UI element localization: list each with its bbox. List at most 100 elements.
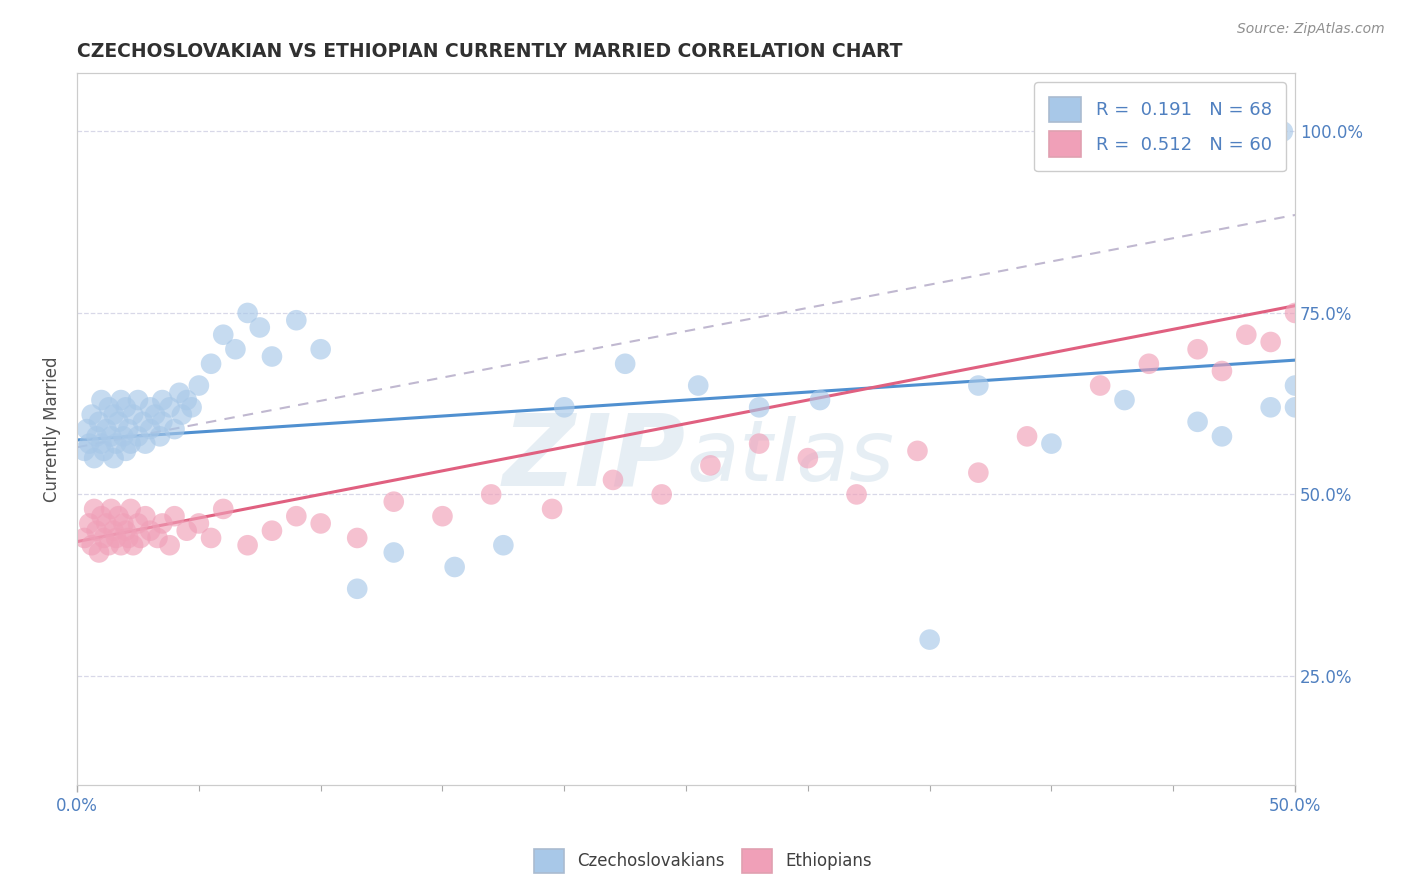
Point — [553, 401, 575, 415]
Point — [1234, 327, 1257, 342]
Point — [139, 422, 162, 436]
Point — [114, 524, 136, 538]
Point — [93, 531, 115, 545]
Point — [260, 524, 283, 538]
Point — [1211, 429, 1233, 443]
Point — [1187, 343, 1209, 357]
Text: CZECHOSLOVAKIAN VS ETHIOPIAN CURRENTLY MARRIED CORRELATION CHART: CZECHOSLOVAKIAN VS ETHIOPIAN CURRENTLY M… — [77, 42, 903, 61]
Point — [87, 415, 110, 429]
Point — [1260, 401, 1282, 415]
Point — [110, 392, 132, 407]
Point — [285, 313, 308, 327]
Point — [651, 487, 673, 501]
Point — [382, 494, 405, 508]
Point — [260, 350, 283, 364]
Point — [103, 408, 125, 422]
Point — [169, 385, 191, 400]
Point — [90, 436, 112, 450]
Point — [236, 538, 259, 552]
Point — [1271, 124, 1294, 138]
Point — [176, 392, 198, 407]
Point — [76, 422, 98, 436]
Point — [143, 408, 166, 422]
Point — [1260, 334, 1282, 349]
Point — [103, 524, 125, 538]
Point — [150, 516, 173, 531]
Point — [170, 408, 193, 422]
Point — [159, 401, 181, 415]
Point — [1284, 378, 1306, 392]
Point — [249, 320, 271, 334]
Point — [967, 378, 990, 392]
Point — [86, 524, 108, 538]
Point — [1114, 392, 1136, 407]
Point — [346, 582, 368, 596]
Point — [87, 545, 110, 559]
Point — [120, 436, 142, 450]
Point — [105, 436, 128, 450]
Point — [1211, 364, 1233, 378]
Point — [114, 401, 136, 415]
Point — [139, 524, 162, 538]
Point — [309, 343, 332, 357]
Point — [110, 538, 132, 552]
Point — [1015, 429, 1038, 443]
Point — [159, 538, 181, 552]
Point — [86, 429, 108, 443]
Legend: R =  0.191   N = 68, R =  0.512   N = 60: R = 0.191 N = 68, R = 0.512 N = 60 — [1035, 82, 1286, 171]
Point — [77, 436, 100, 450]
Point — [112, 429, 135, 443]
Point — [918, 632, 941, 647]
Point — [80, 408, 103, 422]
Point — [1088, 378, 1111, 392]
Point — [134, 436, 156, 450]
Point — [150, 415, 173, 429]
Legend: Czechoslovakians, Ethiopians: Czechoslovakians, Ethiopians — [527, 842, 879, 880]
Point — [748, 401, 770, 415]
Point — [163, 422, 186, 436]
Point — [382, 545, 405, 559]
Point — [122, 538, 145, 552]
Point — [96, 516, 118, 531]
Text: ZIP: ZIP — [503, 409, 686, 506]
Point — [699, 458, 721, 473]
Point — [187, 378, 209, 392]
Text: atlas: atlas — [686, 416, 894, 499]
Point — [100, 502, 122, 516]
Point — [77, 516, 100, 531]
Point — [80, 538, 103, 552]
Point — [346, 531, 368, 545]
Point — [97, 538, 120, 552]
Point — [602, 473, 624, 487]
Point — [96, 422, 118, 436]
Point — [187, 516, 209, 531]
Point — [1308, 327, 1330, 342]
Point — [492, 538, 515, 552]
Point — [688, 378, 710, 392]
Point — [200, 531, 222, 545]
Point — [176, 524, 198, 538]
Point — [97, 401, 120, 415]
Point — [90, 392, 112, 407]
Point — [112, 516, 135, 531]
Point — [127, 392, 149, 407]
Point — [122, 408, 145, 422]
Point — [163, 509, 186, 524]
Point — [114, 443, 136, 458]
Point — [967, 466, 990, 480]
Point — [845, 487, 868, 501]
Point — [285, 509, 308, 524]
Point — [1187, 415, 1209, 429]
Point — [1284, 306, 1306, 320]
Point — [107, 509, 129, 524]
Y-axis label: Currently Married: Currently Married — [44, 356, 60, 502]
Point — [479, 487, 502, 501]
Point — [432, 509, 454, 524]
Point — [1040, 436, 1063, 450]
Point — [797, 451, 820, 466]
Point — [107, 415, 129, 429]
Point — [541, 502, 564, 516]
Point — [73, 443, 96, 458]
Point — [1296, 357, 1319, 371]
Point — [1320, 313, 1343, 327]
